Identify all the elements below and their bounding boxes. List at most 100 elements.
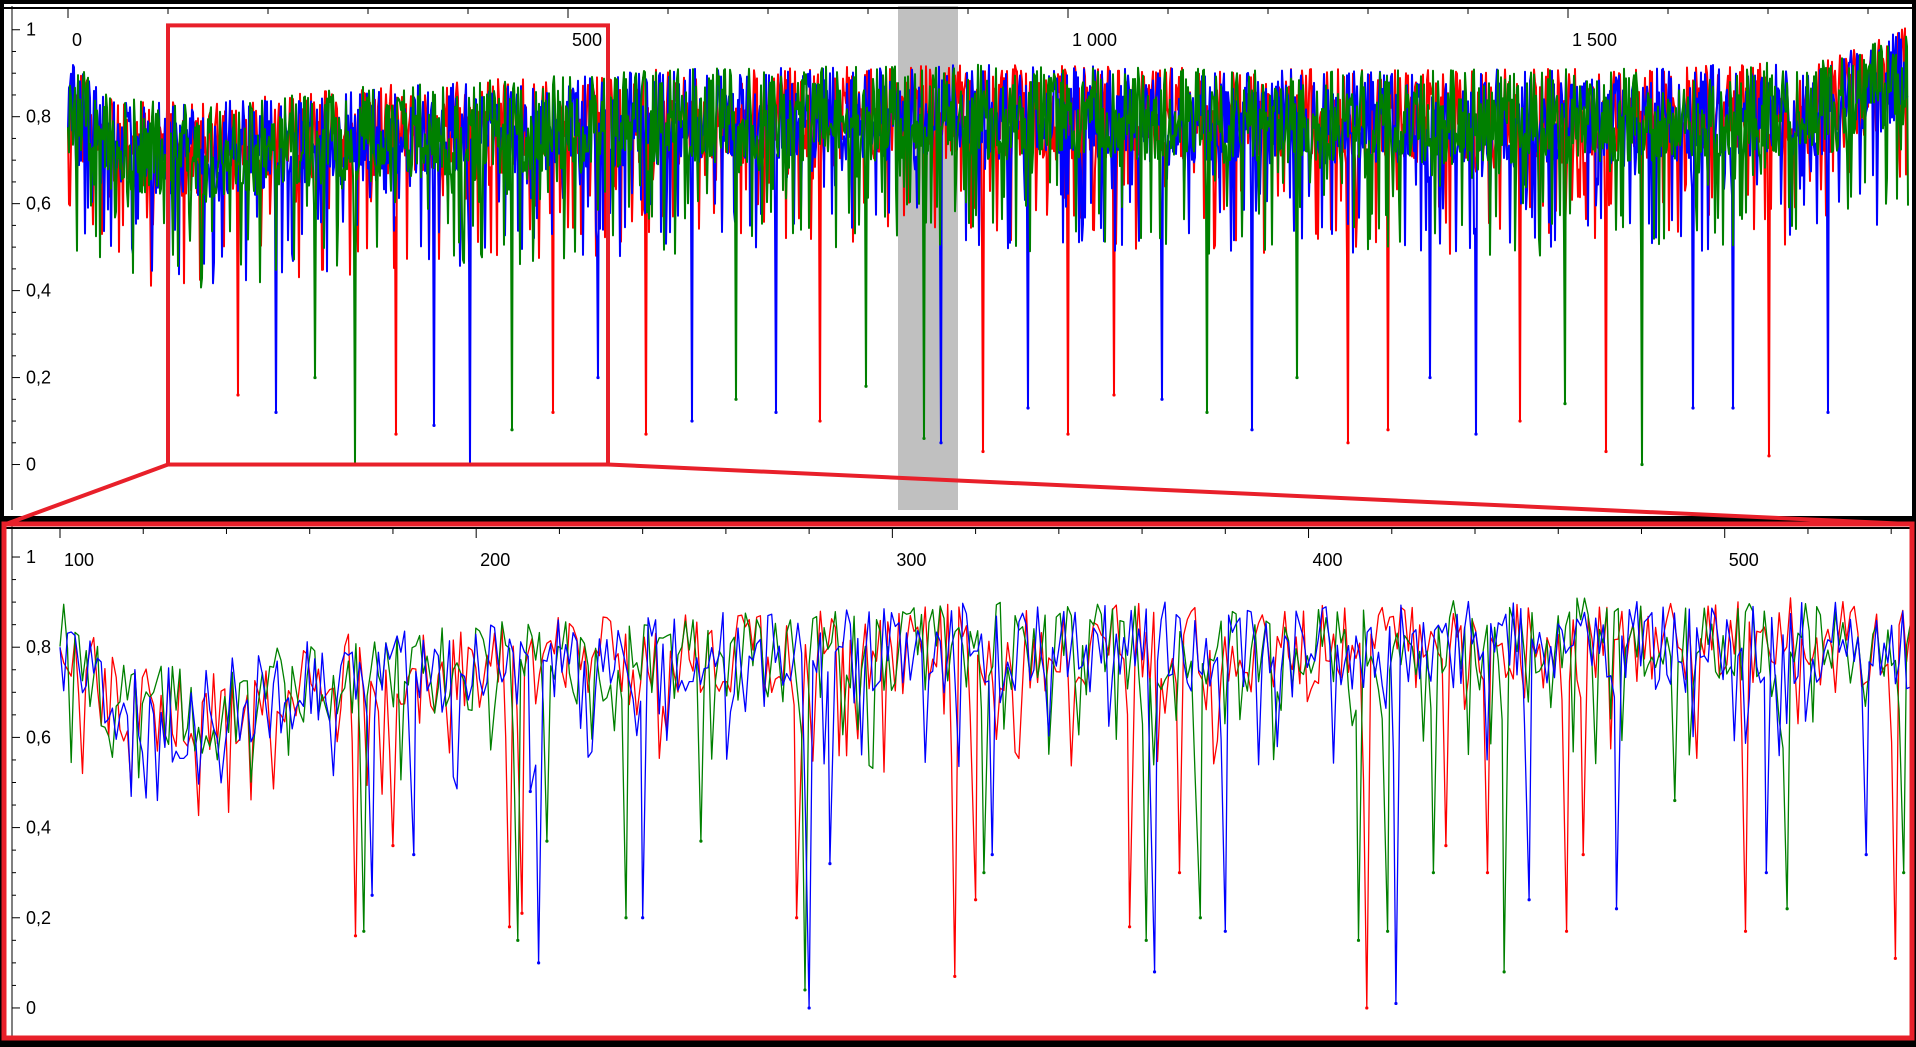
dip-point bbox=[1893, 956, 1897, 960]
dip-point bbox=[1295, 375, 1299, 380]
x-tick-label: 500 bbox=[572, 30, 602, 50]
dip-point bbox=[1767, 454, 1771, 458]
dip-point bbox=[1428, 375, 1432, 380]
dip-point bbox=[1152, 970, 1157, 974]
dip-point bbox=[1673, 798, 1677, 803]
dip-point bbox=[1731, 406, 1735, 410]
dip-point bbox=[1365, 1006, 1369, 1010]
dip-point bbox=[528, 789, 532, 794]
dip-point bbox=[953, 974, 957, 978]
dip-point bbox=[1394, 1001, 1398, 1006]
dip-point bbox=[537, 961, 541, 965]
dip-point bbox=[1640, 462, 1644, 467]
dip-point bbox=[353, 934, 358, 938]
dip-point bbox=[1386, 428, 1390, 432]
dip-point bbox=[520, 911, 524, 915]
overview-panel: 0 0,2 0,4 0,6 0,8 1 0 500 1 000 1 500 bbox=[4, 6, 1912, 510]
dip-point bbox=[370, 893, 374, 897]
dip-point bbox=[596, 375, 600, 380]
x-tick-label: 0 bbox=[72, 30, 82, 50]
series-group bbox=[67, 27, 1909, 467]
dip-point bbox=[1127, 925, 1132, 929]
dip-point bbox=[1563, 402, 1567, 406]
dip-point bbox=[807, 1006, 811, 1010]
dip-point bbox=[818, 419, 822, 423]
dip-point bbox=[1564, 929, 1569, 933]
y-tick-label: 0 bbox=[26, 455, 36, 475]
dip-point bbox=[922, 436, 926, 441]
dip-point bbox=[1431, 871, 1435, 875]
x-tick-label: 500 bbox=[1729, 550, 1759, 570]
dip-point bbox=[1223, 929, 1227, 933]
dip-point bbox=[1356, 938, 1361, 942]
dip-point bbox=[641, 916, 645, 920]
dip-point bbox=[1346, 441, 1350, 445]
x-tick-label: 1 500 bbox=[1572, 30, 1617, 50]
dip-point bbox=[432, 423, 436, 427]
dip-point bbox=[795, 916, 799, 920]
dip-point bbox=[939, 441, 943, 445]
dip-point bbox=[1474, 432, 1478, 436]
dip-point bbox=[1604, 449, 1608, 454]
x-tick-label: 400 bbox=[1313, 550, 1343, 570]
y-tick-label: 0,4 bbox=[26, 818, 51, 838]
x-tick-label: 200 bbox=[480, 550, 510, 570]
dip-point bbox=[1177, 871, 1182, 875]
dip-point bbox=[1112, 393, 1116, 397]
dip-point bbox=[1485, 871, 1490, 875]
dip-point bbox=[313, 375, 317, 380]
dip-point bbox=[1026, 406, 1030, 410]
y-tick-label: 1 bbox=[26, 547, 36, 567]
dip-point bbox=[507, 925, 512, 929]
x-tick-label: 100 bbox=[64, 550, 94, 570]
y-tick-label: 0 bbox=[26, 998, 36, 1018]
dip-point bbox=[362, 929, 366, 933]
series-line-green bbox=[67, 35, 1909, 466]
dip-point bbox=[981, 449, 985, 454]
dip-point bbox=[803, 988, 807, 992]
series-line-blue bbox=[59, 600, 1911, 1009]
dip-point bbox=[644, 432, 648, 436]
y-tick-label: 0,4 bbox=[26, 281, 51, 301]
dip-point bbox=[510, 428, 514, 432]
dip-point bbox=[1743, 929, 1748, 933]
dip-point bbox=[1502, 970, 1506, 974]
dip-point bbox=[864, 384, 868, 388]
dip-point bbox=[516, 938, 520, 942]
y-tick-label: 0,8 bbox=[26, 637, 51, 657]
dip-point bbox=[1444, 844, 1448, 848]
dip-point bbox=[734, 397, 738, 401]
dip-point bbox=[624, 916, 628, 920]
dip-point bbox=[699, 839, 703, 843]
dip-point bbox=[828, 862, 832, 866]
dip-point bbox=[1198, 916, 1202, 920]
zoom-connector-left bbox=[5, 462, 169, 526]
dip-point bbox=[1250, 428, 1254, 432]
zoom-panel-frame bbox=[1, 521, 1915, 1041]
plot-background-2 bbox=[4, 524, 1912, 1038]
dip-point bbox=[1386, 929, 1390, 933]
dip-point bbox=[690, 419, 694, 423]
dip-point bbox=[274, 410, 278, 414]
y-tick-label: 0,6 bbox=[26, 727, 51, 747]
dip-point bbox=[1785, 907, 1789, 911]
series-group bbox=[59, 597, 1911, 1010]
y-tick-label: 1 bbox=[26, 20, 36, 40]
y-tick-label: 0,2 bbox=[26, 908, 51, 928]
y-tick-label: 0,2 bbox=[26, 368, 51, 388]
dip-point bbox=[412, 853, 416, 857]
dip-point bbox=[1826, 410, 1830, 414]
dip-point bbox=[1518, 419, 1522, 423]
dip-point bbox=[391, 844, 395, 848]
y-tick-label: 0,8 bbox=[26, 107, 51, 127]
zoom-connector-right bbox=[607, 462, 1911, 526]
zoom-region-box bbox=[166, 23, 610, 467]
dip-point bbox=[394, 432, 398, 436]
zoom-panel: 0 0,2 0,4 0,6 0,8 1 100 200 300 400 500 bbox=[4, 526, 1912, 1036]
dip-point bbox=[551, 410, 555, 414]
dip-point bbox=[973, 898, 978, 902]
dip-point bbox=[1691, 406, 1695, 410]
x-tick-label: 300 bbox=[896, 550, 926, 570]
